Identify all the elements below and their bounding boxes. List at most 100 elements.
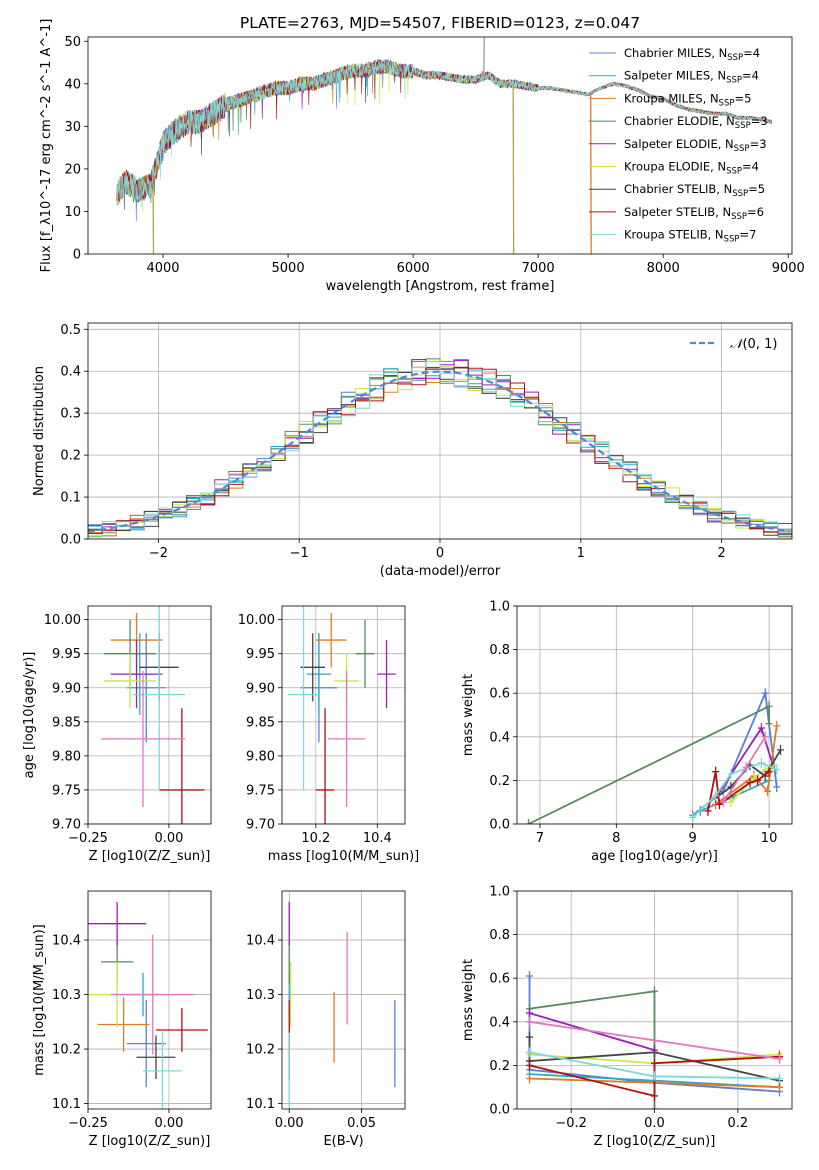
y-tick-label: 0.8 xyxy=(489,928,510,943)
y-tick-label: 9.85 xyxy=(52,715,81,730)
plot-area xyxy=(282,606,405,824)
x-tick-label: 0.0 xyxy=(644,1116,665,1131)
weight-line xyxy=(730,764,774,803)
y-tick-label: 9.85 xyxy=(246,715,275,730)
weight-marker xyxy=(773,720,781,731)
x-tick-label: 10.4 xyxy=(363,831,392,846)
y-tick-label: 40 xyxy=(64,77,81,92)
x-axis-label: Z [log10(Z/Z_sun)] xyxy=(594,1134,716,1149)
weight-marker xyxy=(526,1047,533,1058)
x-axis-label: Z [log10(Z/Z_sun)] xyxy=(89,849,211,864)
y-tick-label: 9.95 xyxy=(52,647,81,662)
y-tick-label: 0.6 xyxy=(489,972,510,987)
weight-marker xyxy=(742,762,750,773)
legend: Chabrier MILES, NSSP=4 Salpeter MILES, NS… xyxy=(589,46,768,245)
weight-line xyxy=(529,1020,780,1060)
legend-label: 𝒩(0, 1) xyxy=(730,337,777,352)
spectrum-spike xyxy=(481,70,484,78)
axes-frame xyxy=(516,605,793,825)
y-tick-label: 0.2 xyxy=(60,449,81,464)
panel-mass-vs-EBV: 0.00 0.05 10.1 10.2 10.3 10.4 E(B-V) xyxy=(246,890,406,1149)
x-tick-label: 8000 xyxy=(647,261,680,276)
spectrum-line xyxy=(116,59,772,207)
axes-frame xyxy=(87,36,793,255)
y-tick-label: 10.3 xyxy=(246,988,275,1003)
y-tick-label: 10.4 xyxy=(52,934,81,949)
histogram-series xyxy=(88,361,792,539)
weight-marker xyxy=(651,1104,658,1109)
panel-weight-vs-age: 7 8 9 10 0.0 0.2 0.4 0.6 0.8 1.0 age [log10(age/yr… xyxy=(461,600,793,864)
y-tick-label: 10.2 xyxy=(246,1043,275,1058)
plot-area xyxy=(88,891,211,1109)
y-tick-label: 0.0 xyxy=(60,533,81,548)
plot-area xyxy=(517,891,792,1109)
x-tick-label: 5000 xyxy=(272,261,305,276)
x-tick-label: −0.25 xyxy=(68,831,108,846)
weight-marker xyxy=(651,1058,658,1069)
weight-marker xyxy=(689,812,697,823)
legend-label: Kroupa MILES, NSSP=5 xyxy=(624,91,751,108)
y-axis-label: Flux [f_λ10^-17 erg cm^-2 s^-1 A^-1] xyxy=(39,19,54,273)
y-tick-label: 9.80 xyxy=(246,749,275,764)
axes-frame xyxy=(87,605,212,825)
spectrum-spike xyxy=(512,83,515,254)
y-tick-label: 0.4 xyxy=(489,730,510,745)
y-axis-label: age [log10(age/yr)] xyxy=(22,652,37,779)
x-tick-label: −2 xyxy=(149,546,168,561)
spectrum-line xyxy=(116,59,772,205)
weight-marker xyxy=(524,819,532,824)
panel-weight-vs-Z: −0.2 0.0 0.2 0.0 0.2 0.4 0.6 0.8 1.0 Z [log10(Z/Z… xyxy=(461,885,793,1149)
x-tick-label: 10.2 xyxy=(301,831,330,846)
weight-marker xyxy=(526,1008,533,1019)
y-tick-label: 0.1 xyxy=(60,491,81,506)
plot-area xyxy=(282,891,405,1109)
weight-marker xyxy=(526,971,533,982)
x-axis-label: age [log10(age/yr)] xyxy=(591,849,718,864)
y-tick-label: 9.90 xyxy=(52,681,81,696)
x-tick-label: 7000 xyxy=(522,261,555,276)
weight-marker xyxy=(712,790,720,801)
y-tick-label: 10.2 xyxy=(52,1043,81,1058)
weight-marker xyxy=(773,764,781,775)
x-tick-label: −0.25 xyxy=(68,1116,108,1131)
plot-area xyxy=(88,606,211,824)
weight-marker xyxy=(704,805,712,816)
axes-frame xyxy=(281,890,406,1110)
spectrum-spike xyxy=(483,37,485,77)
x-tick-label: 7 xyxy=(536,831,544,846)
y-tick-label: 20 xyxy=(64,162,81,177)
weight-marker xyxy=(764,786,772,797)
axes-frame xyxy=(516,890,793,1110)
x-tick-label: 0 xyxy=(436,546,444,561)
y-tick-label: 10.1 xyxy=(52,1097,81,1112)
weight-marker xyxy=(765,718,773,729)
x-tick-label: −0.2 xyxy=(555,1116,587,1131)
y-tick-label: 9.75 xyxy=(246,783,275,798)
y-tick-label: 9.70 xyxy=(52,818,81,833)
weight-marker xyxy=(746,777,754,788)
weight-marker xyxy=(651,1071,658,1082)
y-tick-label: 1.0 xyxy=(489,600,510,615)
x-tick-label: 8 xyxy=(612,831,620,846)
y-tick-label: 0.0 xyxy=(489,1103,510,1118)
weight-marker xyxy=(727,797,735,808)
plot-area xyxy=(116,37,773,254)
plot-area xyxy=(517,606,792,824)
x-tick-label: 9000 xyxy=(772,261,805,276)
weight-marker xyxy=(761,731,769,742)
panel-age-vs-Z: −0.25 0.00 9.70 9.75 9.80 9.85 9.90 9.95 10.00 Z … xyxy=(22,605,212,864)
x-tick-label: 1 xyxy=(577,546,585,561)
y-axis-label: Normed distribution xyxy=(32,366,47,496)
weight-line xyxy=(528,704,770,824)
spectrum-spike xyxy=(152,177,155,254)
y-tick-label: 0.2 xyxy=(489,774,510,789)
weight-marker xyxy=(526,1060,533,1071)
y-tick-label: 10.3 xyxy=(52,988,81,1003)
weight-marker xyxy=(719,797,727,808)
x-axis-label: wavelength [Angstrom, rest frame] xyxy=(326,279,555,294)
y-tick-label: 9.80 xyxy=(52,749,81,764)
weight-line xyxy=(715,725,778,806)
y-tick-label: 9.95 xyxy=(246,647,275,662)
weight-marker xyxy=(651,986,658,997)
y-tick-label: 0 xyxy=(73,248,81,263)
